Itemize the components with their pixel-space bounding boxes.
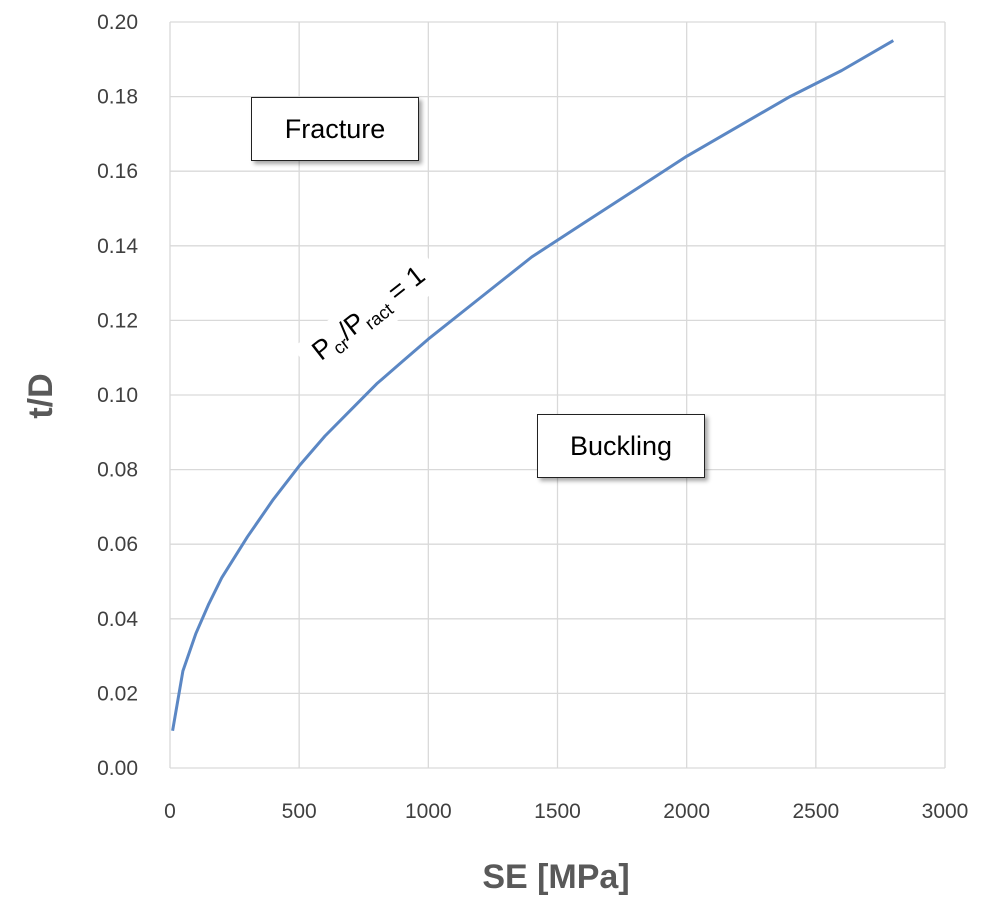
x-tick-label: 1000: [405, 800, 452, 823]
x-tick-label: 500: [282, 800, 317, 823]
y-tick-label: 0.08: [97, 459, 138, 482]
x-axis-ticks: 0 500 1000 1500 2000 2500 3000: [164, 800, 968, 823]
x-tick-label: 2500: [792, 800, 839, 823]
y-tick-label: 0.14: [97, 235, 138, 258]
line-layer: [171, 39, 895, 731]
x-tick-label: 2000: [663, 800, 710, 823]
y-tick-label: 0.00: [97, 757, 138, 780]
y-tick-label: 0.18: [97, 86, 138, 109]
y-tick-label: 0.02: [97, 682, 138, 705]
y-tick-label: 0.06: [97, 533, 138, 556]
series-line: [171, 39, 895, 731]
y-tick-label: 0.04: [97, 608, 138, 631]
y-tick-label: 0.12: [97, 309, 138, 332]
y-tick-label: 0.16: [97, 160, 138, 183]
x-tick-label: 0: [164, 800, 176, 823]
grid: [169, 21, 946, 769]
y-tick-label: 0.20: [97, 11, 138, 34]
y-axis-ticks: 0.00 0.02 0.04 0.06 0.08 0.10 0.12 0.14 0.16 0.18…: [97, 11, 138, 780]
x-axis-title: SE [MPa]: [482, 858, 629, 896]
y-tick-label: 0.10: [97, 384, 138, 407]
fracture-label: Fracture: [251, 97, 419, 161]
x-tick-label: 1500: [534, 800, 581, 823]
y-axis-title: t/D: [22, 373, 60, 418]
buckling-label: Buckling: [537, 414, 705, 478]
x-tick-label: 3000: [922, 800, 969, 823]
